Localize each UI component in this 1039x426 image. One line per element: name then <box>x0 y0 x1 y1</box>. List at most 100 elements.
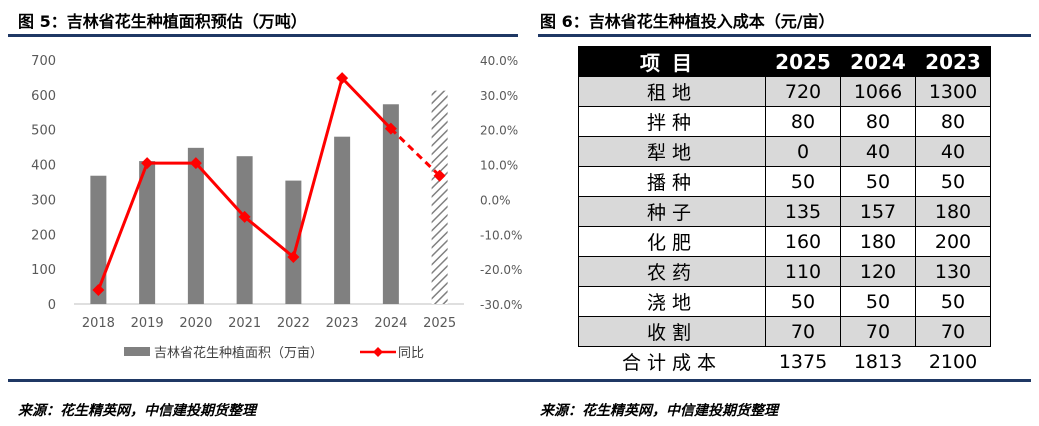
line-point <box>433 169 446 182</box>
bar <box>236 156 253 304</box>
bar <box>285 180 302 304</box>
row-item: 犁地 <box>578 136 766 167</box>
row-value-2024: 50 <box>840 166 916 197</box>
row-item: 农药 <box>578 256 766 287</box>
y-left-tick-label: 400 <box>31 159 56 174</box>
row-value-2025: 80 <box>765 106 841 137</box>
planting-area-chart: 0 100 200 300 400 500 600 700 -30.0% -20.0% -10.0%… <box>31 54 522 361</box>
left-source-note: 来源：花生精英网，中信建投期货整理 <box>18 403 256 419</box>
row-value-2024: 50 <box>840 286 916 317</box>
row-value-2024: 80 <box>840 106 916 137</box>
line-segment <box>194 162 246 218</box>
row-item: 拌种 <box>578 106 766 137</box>
y-right-tick-label: -20.0% <box>480 263 522 277</box>
row-value-2023: 40 <box>915 136 991 167</box>
y-right-tick-label: 20.0% <box>480 124 518 138</box>
row-value-2024: 120 <box>840 256 916 287</box>
row-value-2023: 50 <box>915 166 991 197</box>
y-right-tick-label: 30.0% <box>480 89 518 103</box>
bar <box>139 161 156 304</box>
y-left-tick-label: 600 <box>31 89 56 104</box>
legend-line-marker <box>373 347 383 357</box>
line-point <box>238 210 251 223</box>
y-right-tick-label: 10.0% <box>480 159 518 173</box>
legend-bar-label: 吉林省花生种植面积（万亩） <box>154 345 323 361</box>
row-value-2025: 0 <box>765 136 841 167</box>
table-row: 拌种 80 80 80 <box>578 106 991 137</box>
right-source-note: 来源：花生精英网，中信建投期货整理 <box>540 403 778 419</box>
table-row: 犁地 0 40 40 <box>578 136 991 167</box>
header-2024: 2024 <box>840 46 916 77</box>
x-tick-label: 2020 <box>179 316 212 331</box>
y-left-tick-label: 500 <box>31 124 56 139</box>
table-row: 种子 135 157 180 <box>578 196 991 227</box>
line-segment <box>243 215 295 259</box>
line-point <box>287 250 300 263</box>
row-value-2024: 70 <box>840 316 916 347</box>
row-value-2025: 160 <box>765 226 841 257</box>
row-value-2024: 180 <box>840 226 916 257</box>
line-segment <box>96 162 149 291</box>
legend-line-label: 同比 <box>398 346 424 361</box>
table-header-row: 项目 2025 2024 2023 <box>578 46 991 77</box>
row-item: 浇地 <box>578 286 766 317</box>
x-tick-label: 2023 <box>326 316 359 331</box>
bar <box>90 175 107 304</box>
legend-bar-swatch <box>124 347 150 356</box>
line-point <box>141 157 154 170</box>
y-right-tick-label: -10.0% <box>480 228 522 242</box>
table-row: 收割 70 70 70 <box>578 316 991 347</box>
y-left-tick-label: 100 <box>31 263 56 278</box>
x-tick-label: 2024 <box>374 316 407 331</box>
y-left-tick-label: 300 <box>31 193 56 208</box>
x-tick-label: 2022 <box>277 316 310 331</box>
left-figure-title: 图 5：吉林省花生种植面积预估（万吨） <box>18 12 307 31</box>
table-row: 播种 50 50 50 <box>578 166 991 197</box>
row-value-2023: 50 <box>915 286 991 317</box>
row-value-2023: 130 <box>915 256 991 287</box>
x-tick-label: 2018 <box>82 316 115 331</box>
y-right-tick-label: 40.0% <box>480 54 518 68</box>
x-tick-label: 2019 <box>131 316 164 331</box>
row-value-2025: 720 <box>765 76 841 107</box>
line-point <box>336 72 349 85</box>
total-value-2023: 2100 <box>915 346 991 376</box>
row-value-2025: 135 <box>765 196 841 227</box>
bar <box>382 104 399 304</box>
x-tick-label: 2021 <box>228 316 261 331</box>
header-item: 项目 <box>578 46 766 77</box>
table-total-row: 合计成本 1375 1813 2100 <box>578 346 991 376</box>
bottom-rule <box>8 379 1031 382</box>
line-segment <box>341 77 392 130</box>
line-point <box>384 122 397 135</box>
row-value-2024: 40 <box>840 136 916 167</box>
table-row: 浇地 50 50 50 <box>578 286 991 317</box>
bar-estimate <box>431 90 448 304</box>
row-item: 化肥 <box>578 226 766 257</box>
left-title-rule <box>8 34 518 37</box>
row-value-2025: 110 <box>765 256 841 287</box>
line-point <box>189 157 202 170</box>
row-value-2023: 180 <box>915 196 991 227</box>
row-value-2024: 157 <box>840 196 916 227</box>
y-left-tick-label: 0 <box>48 298 56 313</box>
header-2023: 2023 <box>915 46 991 77</box>
row-value-2023: 1300 <box>915 76 991 107</box>
table-row: 化肥 160 180 200 <box>578 226 991 257</box>
row-value-2023: 200 <box>915 226 991 257</box>
y-right-tick-label: 0.0% <box>480 193 511 207</box>
total-value-2024: 1813 <box>840 346 916 376</box>
table-row: 农药 110 120 130 <box>578 256 991 287</box>
header-2025: 2025 <box>765 46 841 77</box>
row-value-2025: 50 <box>765 286 841 317</box>
y-right-tick-label: -30.0% <box>480 298 522 312</box>
right-figure-title: 图 6：吉林省花生种植投入成本（元/亩） <box>540 12 835 31</box>
row-value-2025: 70 <box>765 316 841 347</box>
bar <box>187 147 204 304</box>
x-tick-label: 2025 <box>423 316 456 331</box>
line-segment <box>291 77 344 258</box>
row-value-2025: 50 <box>765 166 841 197</box>
bar <box>334 136 351 304</box>
right-title-rule <box>538 34 1031 37</box>
total-value-2025: 1375 <box>765 346 841 376</box>
